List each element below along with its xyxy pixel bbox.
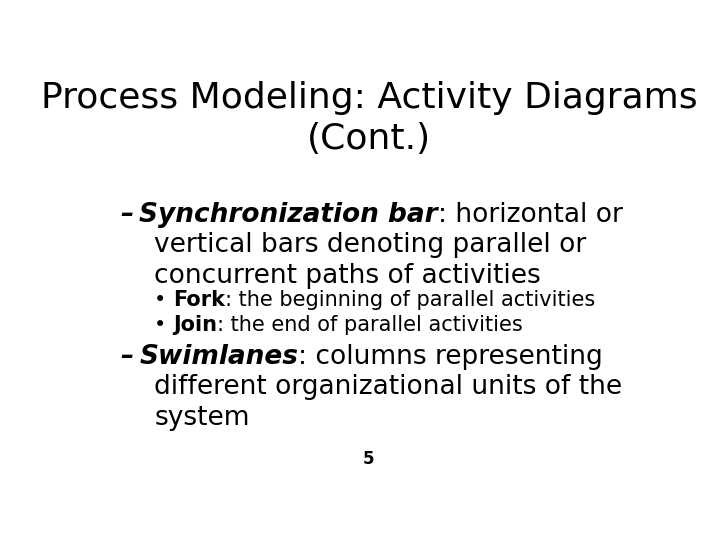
Text: system: system [154,404,250,430]
Text: Synchronization bar: Synchronization bar [139,202,438,228]
Text: –: – [121,202,139,228]
Text: –: – [121,344,139,370]
Text: vertical bars denoting parallel or: vertical bars denoting parallel or [154,232,586,258]
Text: Join: Join [173,315,217,335]
Text: : the end of parallel activities: : the end of parallel activities [217,315,523,335]
Text: •: • [154,290,173,310]
Text: •: • [154,315,173,335]
Text: : columns representing: : columns representing [298,344,603,370]
Text: : horizontal or: : horizontal or [438,202,623,228]
Text: 5: 5 [364,450,374,468]
Text: : the beginning of parallel activities: : the beginning of parallel activities [225,290,595,310]
Text: concurrent paths of activities: concurrent paths of activities [154,263,541,289]
Text: Fork: Fork [173,290,225,310]
Text: different organizational units of the: different organizational units of the [154,374,622,400]
Text: Swimlanes: Swimlanes [139,344,298,370]
Text: Process Modeling: Activity Diagrams
(Cont.): Process Modeling: Activity Diagrams (Con… [41,82,697,156]
